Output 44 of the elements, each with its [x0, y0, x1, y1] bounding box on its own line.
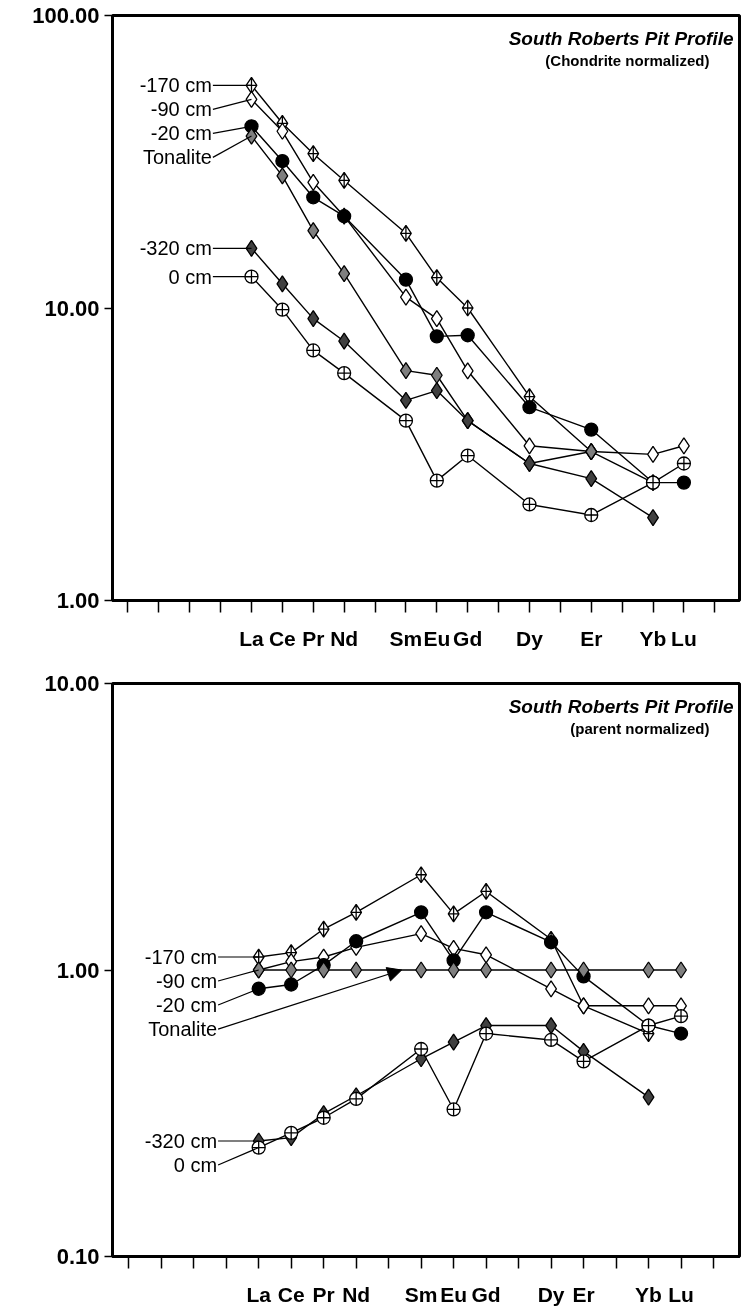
text: Tonalite: [148, 1018, 218, 1041]
x-tick-label: Lu: [671, 626, 697, 650]
x-tick-label: Er: [572, 1282, 595, 1306]
legend-label: -320 cm: [144, 1130, 218, 1153]
y-tick-label: 10.00: [44, 295, 100, 321]
x-tick-label: Yb: [635, 1282, 662, 1306]
x-tick-label: Lu: [668, 1282, 694, 1306]
y-tick-label: 1.00: [56, 588, 100, 613]
legend-label: 0 cm: [173, 1154, 218, 1177]
x-tick-label: Ce: [277, 1282, 305, 1306]
x-tick-label: Gd: [471, 1282, 501, 1306]
legend-label: -20 cm: [150, 122, 212, 145]
y-tick-label: 10.00: [44, 671, 100, 696]
legend-label: -90 cm: [155, 970, 218, 993]
x-tick-label: Nd: [330, 626, 359, 650]
legend-label: Tonalite: [142, 146, 212, 169]
legend-label: -320 cm: [139, 237, 212, 260]
x-tick-label: Eu: [423, 626, 451, 650]
x-tick-label: Dy: [537, 1282, 565, 1306]
x-tick-label: La: [246, 1282, 272, 1306]
x-tick-label: La: [239, 626, 265, 650]
legend-label: -90 cm: [150, 98, 212, 121]
x-tick-label: Yb: [639, 626, 667, 650]
x-tick-label: Sm: [404, 1282, 438, 1306]
x-tick-label: Gd: [453, 626, 483, 650]
text: (parent normalized): [570, 719, 710, 737]
text: South Roberts Pit Profile: [508, 695, 734, 717]
x-tick-label: Ce: [268, 626, 296, 650]
y-tick-label: 1.00: [56, 957, 100, 983]
text: South Roberts Pit Profile: [508, 27, 734, 49]
legend-label: -170 cm: [144, 946, 218, 969]
x-tick-label: Dy: [516, 626, 544, 650]
y-tick-label: 100.00: [32, 3, 100, 28]
x-tick-label: Pr: [302, 626, 325, 650]
legend-label: 0 cm: [168, 265, 212, 288]
legend-label: -170 cm: [139, 74, 212, 97]
y-tick-label: 0.10: [56, 1244, 100, 1269]
x-tick-label: Eu: [440, 1282, 468, 1306]
legend-label: -20 cm: [155, 994, 218, 1017]
x-tick-label: Er: [580, 626, 603, 650]
x-tick-label: Sm: [389, 626, 423, 650]
text: (Chondrite normalized): [545, 51, 710, 69]
x-tick-label: Pr: [312, 1282, 335, 1306]
x-tick-label: Nd: [342, 1282, 371, 1306]
